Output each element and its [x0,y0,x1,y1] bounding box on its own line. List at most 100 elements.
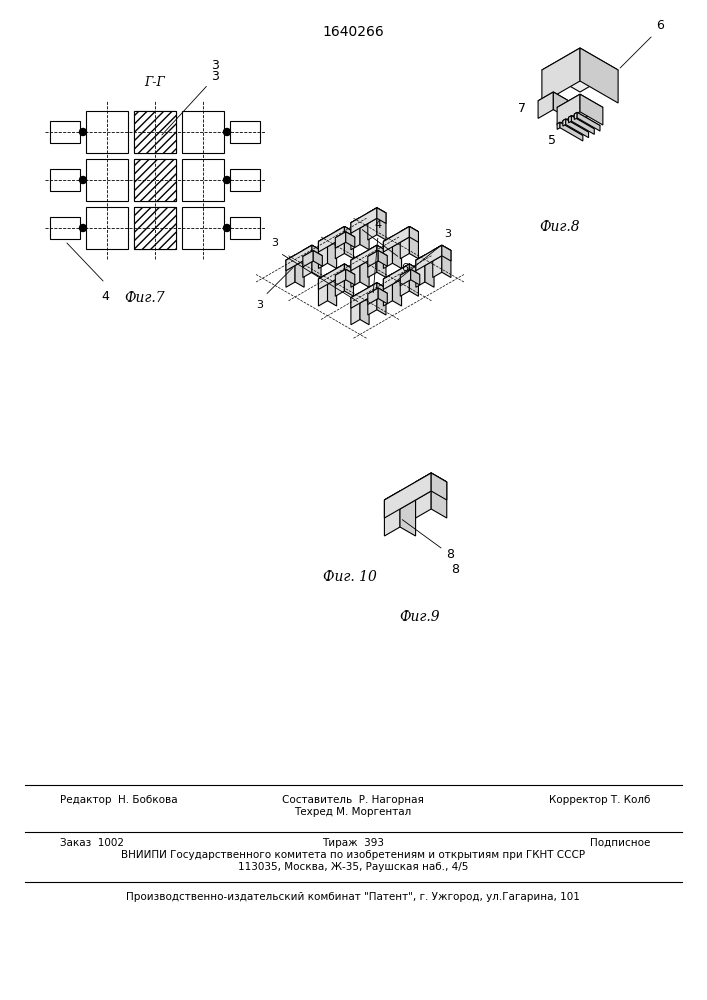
Polygon shape [360,292,369,325]
Circle shape [79,176,86,184]
Polygon shape [557,122,583,137]
Polygon shape [571,116,595,134]
Text: 6: 6 [402,263,409,273]
Polygon shape [416,255,434,265]
Polygon shape [286,255,295,287]
Polygon shape [385,473,431,518]
Circle shape [79,225,86,232]
Bar [86,207,128,249]
Bar [134,207,176,249]
Polygon shape [318,227,344,252]
Bar [230,217,260,239]
Circle shape [223,225,230,232]
Polygon shape [409,264,419,296]
Polygon shape [351,245,386,265]
Polygon shape [431,473,447,518]
Polygon shape [538,92,568,110]
Polygon shape [400,227,419,237]
Polygon shape [335,269,346,286]
Text: 8: 8 [402,520,454,561]
Polygon shape [351,283,386,303]
Polygon shape [368,245,386,256]
Polygon shape [416,473,431,518]
Text: 4: 4 [375,221,382,231]
Polygon shape [409,227,419,242]
Polygon shape [377,208,386,224]
Polygon shape [360,218,369,250]
Polygon shape [383,274,392,306]
Polygon shape [346,269,355,285]
Text: ВНИИПИ Государственного комитета по изобретениям и открытиям при ГКНТ СССР: ВНИИПИ Государственного комитета по изоб… [121,850,585,860]
Polygon shape [318,264,354,284]
Polygon shape [383,227,419,247]
Polygon shape [351,255,360,287]
Polygon shape [368,245,377,277]
Polygon shape [351,292,369,303]
Polygon shape [368,250,387,262]
Polygon shape [318,227,354,247]
Polygon shape [351,255,369,265]
Text: Заказ  1002: Заказ 1002 [60,838,124,848]
Text: Фиг.8: Фиг.8 [539,220,580,234]
Polygon shape [383,236,402,247]
Polygon shape [368,288,387,299]
Text: Г-Г: Г-Г [145,76,165,89]
Bar [134,111,176,153]
Text: Редактор  Н. Бобкова: Редактор Н. Бобкова [60,795,177,805]
Polygon shape [577,112,600,131]
Bar [50,169,80,191]
Polygon shape [442,245,451,261]
Polygon shape [409,227,419,259]
Polygon shape [295,255,304,287]
Polygon shape [303,245,321,256]
Polygon shape [416,245,451,265]
Text: 3: 3 [211,59,219,72]
Polygon shape [377,245,386,277]
Polygon shape [303,245,312,277]
Text: Фиг. 10: Фиг. 10 [323,570,377,584]
Polygon shape [303,250,322,262]
Polygon shape [335,232,346,248]
Polygon shape [351,208,377,233]
Polygon shape [400,491,416,536]
Polygon shape [416,473,447,491]
Polygon shape [400,264,409,296]
Polygon shape [368,288,378,304]
Polygon shape [335,269,355,280]
Polygon shape [368,283,377,315]
Polygon shape [312,245,321,261]
Polygon shape [286,255,304,265]
Text: Фиг.9: Фиг.9 [399,610,440,624]
Bar [230,169,260,191]
Polygon shape [368,208,386,218]
Polygon shape [442,245,451,277]
Bar [50,217,80,239]
Text: 1640266: 1640266 [322,25,384,39]
Polygon shape [335,227,344,259]
Polygon shape [344,264,354,296]
Polygon shape [335,264,354,274]
Polygon shape [318,274,337,284]
Polygon shape [286,245,321,265]
Polygon shape [400,264,419,274]
Bar [230,121,260,143]
Polygon shape [557,122,560,129]
Polygon shape [368,283,386,293]
Polygon shape [580,94,603,125]
Bar [134,159,176,201]
Bar [134,207,176,249]
Polygon shape [385,473,447,509]
Polygon shape [411,269,420,285]
Polygon shape [344,264,354,280]
Polygon shape [385,491,416,509]
Circle shape [223,128,230,135]
Polygon shape [318,264,344,290]
Polygon shape [318,274,327,306]
Polygon shape [377,283,386,315]
Polygon shape [383,274,402,284]
Polygon shape [377,283,386,298]
Polygon shape [580,48,618,103]
Polygon shape [368,208,377,240]
Polygon shape [392,274,402,306]
Polygon shape [351,283,377,308]
